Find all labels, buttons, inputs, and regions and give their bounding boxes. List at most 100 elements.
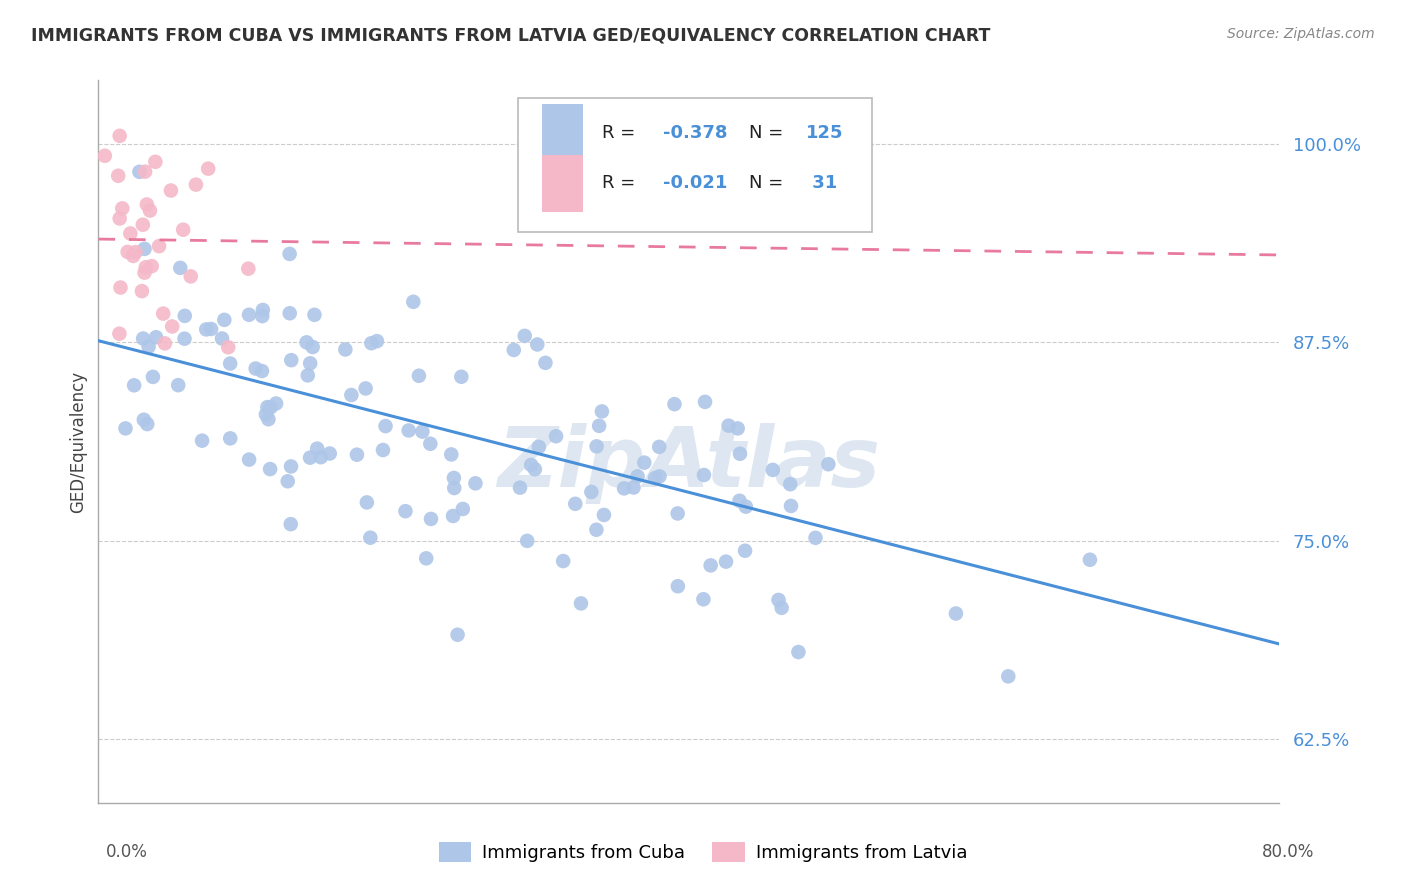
Point: [585, 439, 607, 453]
Point: [346, 448, 368, 462]
Text: 125: 125: [806, 124, 844, 142]
Point: [1078, 553, 1101, 567]
Point: [111, 202, 134, 216]
Point: [304, 308, 326, 322]
Point: [734, 543, 756, 558]
Point: [502, 343, 524, 357]
Point: [693, 395, 716, 409]
Point: [173, 309, 195, 323]
Point: [779, 477, 801, 491]
Point: [299, 356, 322, 370]
Point: [143, 154, 166, 169]
Point: [180, 269, 202, 284]
Point: [110, 280, 132, 294]
Point: [394, 504, 416, 518]
Point: [139, 203, 162, 218]
Point: [623, 481, 645, 495]
Point: [138, 340, 160, 354]
Text: -0.378: -0.378: [664, 124, 727, 142]
Point: [136, 417, 159, 431]
Point: [132, 332, 155, 346]
Point: [254, 408, 277, 422]
Point: [591, 404, 613, 418]
Text: 0.0%: 0.0%: [105, 843, 148, 861]
Point: [366, 334, 388, 348]
Point: [173, 332, 195, 346]
Point: [360, 336, 382, 351]
Point: [513, 329, 536, 343]
Point: [780, 499, 803, 513]
Text: R =: R =: [602, 124, 641, 142]
Y-axis label: GED/Equivalency: GED/Equivalency: [69, 370, 87, 513]
Point: [644, 471, 666, 485]
Point: [219, 357, 242, 371]
Point: [534, 356, 557, 370]
Point: [509, 481, 531, 495]
Point: [415, 551, 437, 566]
Point: [817, 457, 839, 471]
Point: [297, 368, 319, 383]
Text: N =: N =: [749, 124, 789, 142]
Point: [446, 628, 468, 642]
Point: [214, 313, 236, 327]
Point: [450, 369, 472, 384]
Point: [440, 447, 463, 461]
Point: [153, 336, 176, 351]
Point: [585, 523, 607, 537]
Point: [135, 197, 157, 211]
Text: IMMIGRANTS FROM CUBA VS IMMIGRANTS FROM LATVIA GED/EQUIVALENCY CORRELATION CHART: IMMIGRANTS FROM CUBA VS IMMIGRANTS FROM …: [31, 27, 990, 45]
Point: [714, 555, 737, 569]
Point: [280, 459, 302, 474]
Point: [160, 319, 183, 334]
Point: [278, 247, 301, 261]
Point: [997, 669, 1019, 683]
Point: [257, 412, 280, 426]
Point: [734, 500, 756, 514]
Point: [280, 353, 302, 368]
Point: [299, 450, 322, 465]
Point: [134, 242, 156, 256]
Point: [335, 343, 357, 357]
Point: [134, 266, 156, 280]
Point: [564, 497, 586, 511]
Point: [553, 554, 575, 568]
Point: [588, 418, 610, 433]
Point: [252, 303, 274, 318]
Text: R =: R =: [602, 174, 641, 193]
Point: [108, 326, 131, 341]
Point: [252, 309, 274, 323]
Text: -0.021: -0.021: [664, 174, 727, 193]
Point: [666, 579, 689, 593]
Point: [141, 259, 163, 273]
Point: [544, 429, 567, 443]
Point: [245, 361, 267, 376]
Point: [191, 434, 214, 448]
Point: [197, 161, 219, 176]
Point: [402, 294, 425, 309]
Text: N =: N =: [749, 174, 789, 193]
Point: [526, 337, 548, 351]
Point: [699, 558, 721, 573]
Point: [371, 443, 394, 458]
Point: [451, 502, 474, 516]
Point: [666, 507, 689, 521]
Point: [167, 378, 190, 392]
Point: [169, 260, 191, 275]
Point: [260, 401, 283, 415]
Point: [108, 128, 131, 143]
Point: [120, 227, 142, 241]
Point: [633, 456, 655, 470]
Point: [727, 421, 749, 435]
Text: ZipAtlas: ZipAtlas: [498, 423, 880, 504]
Point: [569, 596, 592, 610]
Point: [340, 388, 363, 402]
Point: [356, 495, 378, 509]
Point: [626, 469, 648, 483]
Point: [278, 306, 301, 320]
Point: [238, 308, 260, 322]
Point: [280, 517, 302, 532]
FancyBboxPatch shape: [517, 98, 872, 232]
Point: [441, 508, 464, 523]
Point: [117, 244, 139, 259]
Point: [264, 396, 287, 410]
